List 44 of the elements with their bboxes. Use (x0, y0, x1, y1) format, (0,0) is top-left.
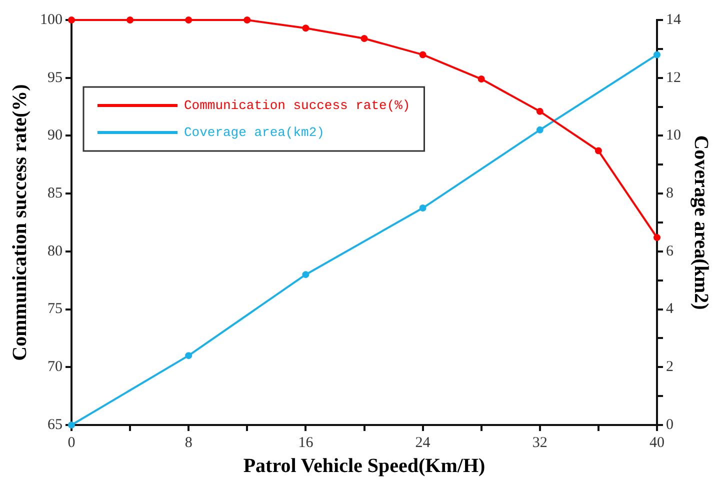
y2-axis-title: Coverage area(km2) (690, 135, 712, 310)
x-tick-label: 24 (415, 434, 431, 451)
x-tick-label: 16 (298, 434, 314, 451)
point (419, 204, 426, 212)
y2-tick-label: 8 (666, 186, 674, 202)
y-tick-label: 95 (48, 70, 62, 86)
x-tick-label: 8 (184, 434, 192, 451)
point (68, 16, 75, 24)
point (302, 271, 310, 278)
y2-tick-label: 14 (666, 12, 682, 28)
point (654, 51, 660, 58)
point (185, 16, 192, 24)
point (594, 147, 602, 154)
point (360, 35, 368, 42)
y-tick-label: 70 (48, 359, 62, 376)
y2-tick-label: 10 (666, 128, 681, 144)
x-axis-title: Patrol Vehicle Speed(Km/H) (243, 455, 486, 478)
y2-tick-label: 12 (666, 70, 681, 86)
x-tick-label: 40 (650, 434, 664, 451)
y2-tick-label: 6 (666, 243, 674, 260)
y2-tick-label: 0 (666, 416, 674, 433)
point (185, 352, 192, 360)
point (654, 234, 660, 242)
point (536, 126, 544, 134)
point (126, 16, 134, 24)
point (68, 422, 75, 428)
y-tick-label: 65 (48, 416, 62, 433)
x-tick-label: 32 (532, 434, 548, 451)
y-tick-label: 75 (48, 301, 62, 318)
point (478, 76, 485, 83)
y-tick-label: 80 (48, 243, 62, 260)
y-tick-label: 90 (48, 128, 62, 144)
y-tick-label: 100 (40, 12, 62, 28)
point (419, 51, 426, 58)
y2-tick-label: 2 (666, 359, 674, 376)
point (244, 16, 251, 24)
x-tick-label: 0 (68, 434, 76, 451)
point (536, 108, 544, 115)
y-tick-label: 85 (48, 186, 62, 202)
point (302, 24, 310, 32)
y2-tick-label: 4 (666, 301, 674, 318)
text: Coverage area(km2) (184, 124, 324, 140)
y-axis-title: Communication success rate(%) (9, 84, 32, 361)
text: Communication success rate(%) (184, 98, 410, 113)
